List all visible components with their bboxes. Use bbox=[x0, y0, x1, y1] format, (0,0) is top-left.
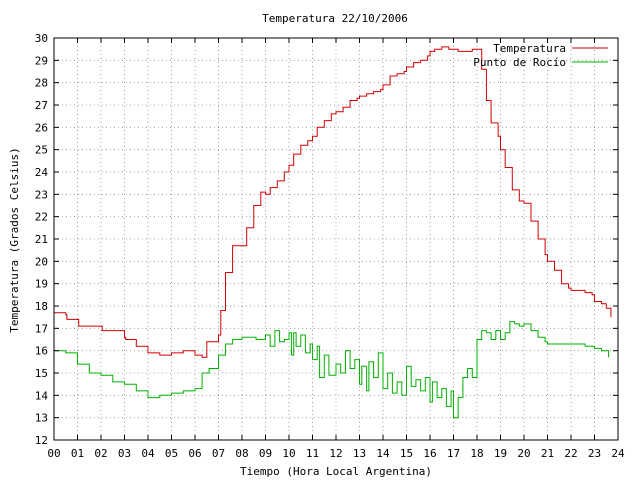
x-tick-label: 09 bbox=[259, 447, 272, 460]
y-tick-label: 12 bbox=[35, 434, 48, 447]
x-tick-label: 07 bbox=[212, 447, 225, 460]
x-tick-label: 22 bbox=[564, 447, 577, 460]
x-tick-label: 18 bbox=[470, 447, 483, 460]
x-tick-label: 00 bbox=[47, 447, 60, 460]
x-tick-label: 21 bbox=[541, 447, 554, 460]
x-tick-label: 10 bbox=[282, 447, 295, 460]
y-tick-label: 30 bbox=[35, 32, 48, 45]
x-tick-label: 01 bbox=[71, 447, 84, 460]
x-tick-label: 06 bbox=[188, 447, 201, 460]
x-tick-label: 13 bbox=[353, 447, 366, 460]
axis-ticks bbox=[53, 37, 619, 441]
y-tick-label: 29 bbox=[35, 54, 48, 67]
x-tick-label: 12 bbox=[329, 447, 342, 460]
y-tick-label: 23 bbox=[35, 188, 48, 201]
x-tick-label: 05 bbox=[165, 447, 178, 460]
series-line-temperatura bbox=[54, 46, 612, 358]
y-tick-label: 26 bbox=[35, 121, 48, 134]
x-axis-label: Tiempo (Hora Local Argentina) bbox=[240, 465, 432, 478]
y-tick-label: 21 bbox=[35, 233, 48, 246]
y-tick-label: 13 bbox=[35, 412, 48, 425]
y-tick-label: 16 bbox=[35, 345, 48, 358]
x-tick-label: 08 bbox=[235, 447, 248, 460]
y-tick-label: 20 bbox=[35, 255, 48, 268]
y-tick-label: 27 bbox=[35, 99, 48, 112]
y-tick-label: 24 bbox=[35, 166, 49, 179]
y-tick-label: 25 bbox=[35, 144, 48, 157]
y-axis-label: Temperatura (Grados Celsius) bbox=[8, 147, 21, 332]
grid bbox=[54, 38, 618, 440]
y-tick-label: 18 bbox=[35, 300, 48, 313]
x-tick-label: 02 bbox=[94, 447, 107, 460]
x-tick-label: 20 bbox=[517, 447, 530, 460]
x-tick-labels: 00 01 02 03 04 05 06 07 08 09 10 11 12 13 14 15 16 17 18 19… bbox=[47, 447, 625, 460]
legend: Temperatura Punto de Rocío bbox=[473, 42, 608, 69]
x-tick-label: 24 bbox=[611, 447, 625, 460]
series-lines bbox=[54, 46, 612, 419]
y-tick-label: 17 bbox=[35, 322, 48, 335]
legend-label-punto-de-rocio: Punto de Rocío bbox=[473, 56, 566, 69]
x-tick-label: 03 bbox=[118, 447, 131, 460]
x-tick-label: 14 bbox=[376, 447, 390, 460]
y-tick-label: 28 bbox=[35, 77, 48, 90]
y-tick-label: 15 bbox=[35, 367, 48, 380]
x-tick-label: 17 bbox=[447, 447, 460, 460]
y-tick-label: 22 bbox=[35, 211, 48, 224]
y-tick-label: 14 bbox=[35, 389, 49, 402]
y-tick-labels: 12 13 14 15 16 17 18 19 20 21 22 23 24 25 26 27 28 29 30 bbox=[35, 32, 49, 447]
y-tick-label: 19 bbox=[35, 278, 48, 291]
x-tick-label: 15 bbox=[400, 447, 413, 460]
chart-title: Temperatura 22/10/2006 bbox=[262, 12, 408, 25]
legend-label-temperatura: Temperatura bbox=[493, 42, 566, 55]
x-tick-label: 23 bbox=[588, 447, 601, 460]
x-tick-label: 04 bbox=[141, 447, 155, 460]
x-tick-label: 11 bbox=[306, 447, 319, 460]
x-tick-label: 19 bbox=[494, 447, 507, 460]
x-tick-label: 16 bbox=[423, 447, 436, 460]
series-line-punto-de-rocio bbox=[54, 321, 610, 419]
